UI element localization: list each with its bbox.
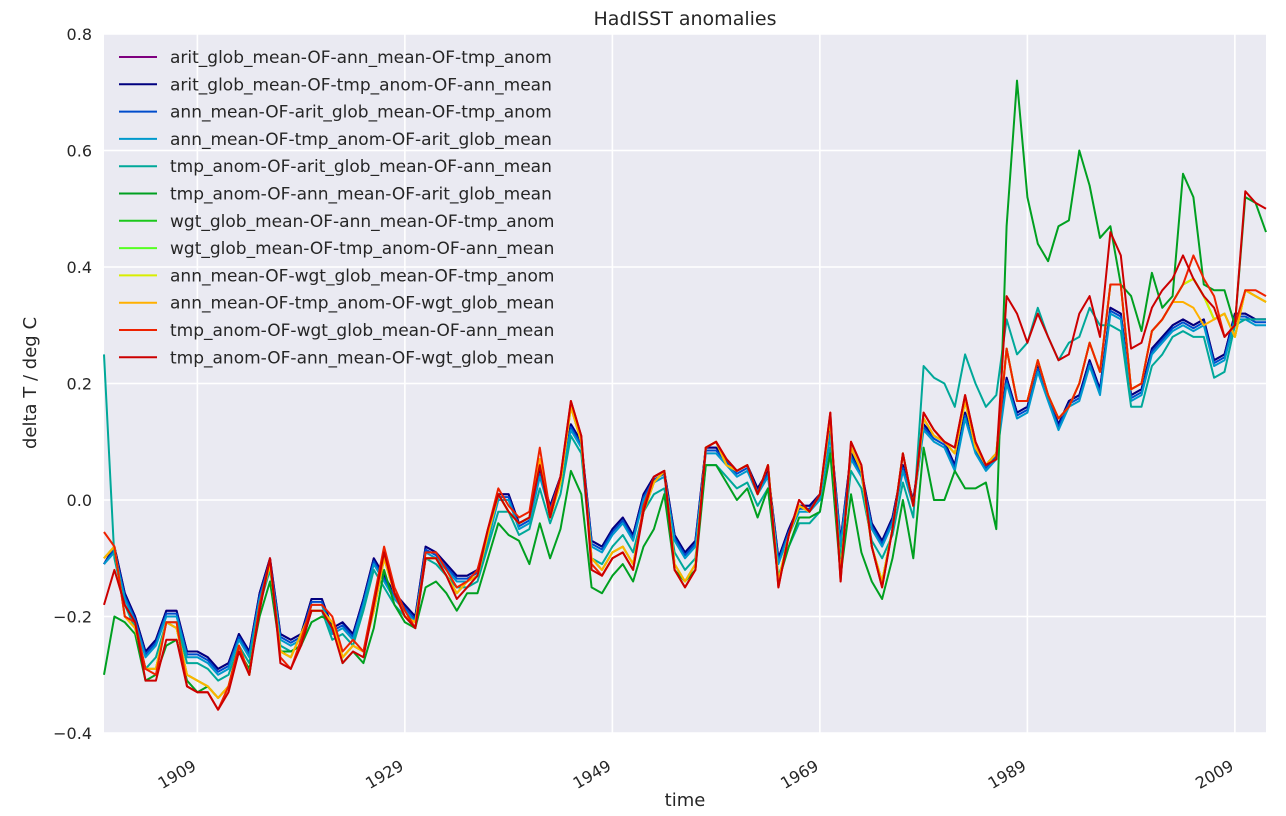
legend-label: tmp_anom-OF-ann_mean-OF-arit_glob_mean <box>170 185 552 205</box>
x-tick-label: 1929 <box>362 756 407 793</box>
y-tick-label: 0.8 <box>67 25 92 44</box>
legend-label: ann_mean-OF-tmp_anom-OF-wgt_glob_mean <box>170 294 554 314</box>
legend-item: tmp_anom-OF-ann_mean-OF-wgt_glob_mean <box>119 348 554 368</box>
legend-label: tmp_anom-OF-ann_mean-OF-wgt_glob_mean <box>170 348 554 368</box>
legend-label: ann_mean-OF-arit_glob_mean-OF-tmp_anom <box>170 103 552 123</box>
legend-item: tmp_anom-OF-wgt_glob_mean-OF-ann_mean <box>119 321 554 341</box>
legend-label: tmp_anom-OF-arit_glob_mean-OF-ann_mean <box>170 157 552 177</box>
legend-item: ann_mean-OF-tmp_anom-OF-arit_glob_mean <box>119 130 552 150</box>
legend-item: wgt_glob_mean-OF-ann_mean-OF-tmp_anom <box>119 212 554 232</box>
legend-item: ann_mean-OF-arit_glob_mean-OF-tmp_anom <box>119 103 552 123</box>
x-axis-label: time <box>665 790 706 811</box>
y-tick-label: −0.4 <box>53 724 92 743</box>
y-tick-label: 0.4 <box>67 258 92 277</box>
legend-label: ann_mean-OF-wgt_glob_mean-OF-tmp_anom <box>170 266 554 286</box>
legend-label: tmp_anom-OF-wgt_glob_mean-OF-ann_mean <box>170 321 554 341</box>
legend-label: ann_mean-OF-tmp_anom-OF-arit_glob_mean <box>170 130 552 150</box>
legend-item: arit_glob_mean-OF-ann_mean-OF-tmp_anom <box>119 48 552 68</box>
legend-item: ann_mean-OF-tmp_anom-OF-wgt_glob_mean <box>119 294 554 314</box>
x-tick-label: 1909 <box>155 756 200 793</box>
x-tick-label: 1989 <box>985 756 1030 793</box>
legend-item: wgt_glob_mean-OF-tmp_anom-OF-ann_mean <box>119 239 554 259</box>
y-tick-label: −0.2 <box>53 608 92 627</box>
legend-item: tmp_anom-OF-arit_glob_mean-OF-ann_mean <box>119 157 552 177</box>
y-tick-label: 0.6 <box>67 142 92 161</box>
y-tick-labels: −0.4 −0.2 0.0 0.2 0.4 0.6 0.8 <box>53 25 92 743</box>
y-tick-label: 0.0 <box>67 491 92 510</box>
y-tick-label: 0.2 <box>67 375 92 394</box>
legend-label: wgt_glob_mean-OF-tmp_anom-OF-ann_mean <box>170 239 554 259</box>
x-tick-label: 2009 <box>1192 756 1237 793</box>
legend-item: tmp_anom-OF-ann_mean-OF-arit_glob_mean <box>119 185 552 205</box>
x-tick-labels: 1909 1929 1949 1969 1989 2009 <box>155 756 1237 793</box>
legend-item: arit_glob_mean-OF-tmp_anom-OF-ann_mean <box>119 75 552 95</box>
legend-item: ann_mean-OF-wgt_glob_mean-OF-tmp_anom <box>119 266 554 286</box>
legend-label: arit_glob_mean-OF-ann_mean-OF-tmp_anom <box>170 48 552 68</box>
x-tick-label: 1969 <box>777 756 822 793</box>
legend-label: arit_glob_mean-OF-tmp_anom-OF-ann_mean <box>170 75 552 95</box>
legend-label: wgt_glob_mean-OF-ann_mean-OF-tmp_anom <box>170 212 554 232</box>
chart-title: HadISST anomalies <box>594 8 777 30</box>
x-tick-label: 1949 <box>570 756 615 793</box>
y-axis-label: delta T / deg C <box>20 317 41 449</box>
